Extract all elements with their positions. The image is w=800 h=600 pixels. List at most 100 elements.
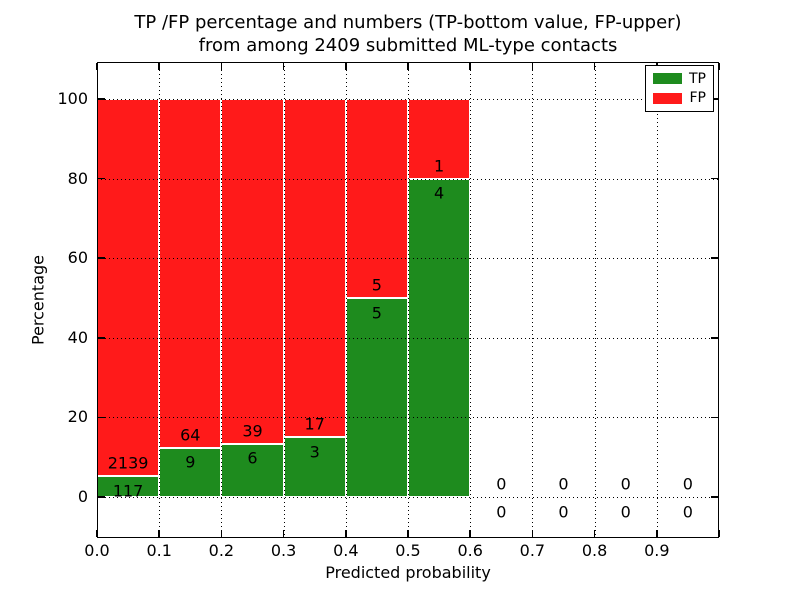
- y-tick-label: 60: [67, 248, 88, 268]
- y-tick-mark: [98, 416, 105, 419]
- fp-count-label: 2139: [107, 453, 149, 473]
- bar-segment-fp: [221, 99, 284, 444]
- x-tick-mark: [531, 63, 534, 70]
- x-tick-mark: [469, 63, 471, 70]
- tp-count-label: 9: [185, 452, 196, 472]
- x-tick-mark: [282, 530, 285, 537]
- chart-title: TP /FP percentage and numbers (TP-bottom…: [97, 11, 719, 57]
- x-tick-mark: [656, 530, 658, 537]
- x-tick-label: 0.9: [644, 541, 670, 560]
- grid-line-vertical: [345, 62, 347, 538]
- legend-label-tp: TP: [689, 70, 706, 87]
- x-tick-mark: [158, 63, 160, 70]
- bar-segment-fp: [345, 99, 408, 298]
- grid-line-vertical: [159, 62, 161, 538]
- fp-color-swatch: [653, 92, 682, 104]
- x-tick-mark: [718, 63, 720, 70]
- grid-line-vertical: [470, 62, 472, 538]
- fp-count-label: 0: [496, 474, 507, 494]
- fp-count-label: 64: [180, 425, 201, 445]
- bar-segment-fp: [283, 99, 346, 438]
- x-tick-mark: [593, 63, 596, 70]
- legend-entry-tp: TP: [653, 71, 706, 87]
- grid-line-vertical: [532, 62, 534, 538]
- y-tick-label: 80: [67, 168, 88, 188]
- y-tick-mark: [711, 416, 718, 419]
- x-tick-label: 0.5: [395, 541, 421, 560]
- grid-line-vertical: [656, 62, 658, 538]
- x-tick-label: 0.7: [519, 541, 546, 560]
- x-tick-label: 0.2: [208, 541, 235, 560]
- x-tick-mark: [469, 530, 471, 537]
- x-tick-label: 0.1: [146, 541, 172, 560]
- bar-segment-fp: [159, 99, 222, 448]
- chart-title-line2: from among 2409 submitted ML-type contac…: [198, 35, 618, 56]
- chart-title-line1: TP /FP percentage and numbers (TP-bottom…: [134, 12, 682, 33]
- y-tick-label: 100: [57, 89, 88, 108]
- y-tick-label: 0: [77, 487, 88, 506]
- x-tick-mark: [220, 530, 223, 537]
- bar-segment-fp: [97, 99, 160, 477]
- y-tick-mark: [98, 98, 105, 100]
- grid-line-horizontal: [97, 337, 719, 339]
- x-tick-label: 0.4: [333, 541, 359, 560]
- x-tick-label: 0.3: [270, 541, 297, 560]
- tp-count-label: 0: [620, 502, 631, 521]
- bar-segment-tp: [159, 447, 222, 497]
- x-tick-mark: [718, 530, 720, 537]
- x-tick-mark: [407, 530, 409, 537]
- grid-line-vertical: [221, 62, 223, 538]
- y-tick-mark: [711, 496, 718, 498]
- fp-count-label: 1: [434, 156, 445, 176]
- y-tick-mark: [98, 496, 105, 498]
- x-tick-mark: [220, 63, 223, 70]
- x-tick-label: 0.0: [84, 541, 110, 560]
- x-tick-mark: [407, 63, 409, 70]
- grid-line-horizontal: [97, 417, 719, 419]
- x-tick-mark: [158, 530, 160, 537]
- tp-count-label: 6: [247, 448, 258, 468]
- y-tick-mark: [711, 98, 718, 100]
- tp-count-label: 0: [558, 502, 569, 521]
- fp-count-label: 0: [620, 474, 631, 494]
- grid-line-horizontal: [97, 99, 719, 100]
- y-tick-mark: [98, 257, 105, 259]
- x-axis-label: Predicted probability: [325, 563, 491, 582]
- tp-count-label: 3: [309, 442, 320, 462]
- grid-line-vertical: [408, 62, 409, 538]
- x-tick-mark: [282, 63, 285, 70]
- legend-entry-fp: FP: [653, 90, 706, 106]
- fp-count-label: 39: [242, 421, 263, 441]
- tp-count-label: 4: [434, 183, 445, 203]
- tp-count-label: 117: [112, 481, 144, 501]
- grid-line-horizontal: [97, 258, 719, 260]
- tp-count-label: 0: [682, 502, 693, 521]
- y-tick-label: 40: [67, 327, 88, 347]
- legend-label-fp: FP: [689, 90, 707, 107]
- y-tick-mark: [711, 177, 718, 180]
- x-tick-mark: [531, 530, 534, 537]
- y-tick-mark: [98, 177, 105, 180]
- grid-line-vertical: [283, 62, 285, 538]
- y-tick-mark: [711, 337, 718, 339]
- y-tick-label: 20: [67, 407, 88, 427]
- x-tick-mark: [96, 530, 98, 537]
- legend: TP FP: [645, 65, 714, 112]
- tp-color-swatch: [653, 73, 682, 85]
- bar-segment-tp: [283, 437, 346, 497]
- grid-line-horizontal: [97, 497, 719, 498]
- x-tick-label: 0.6: [457, 541, 483, 560]
- x-tick-mark: [345, 530, 347, 537]
- fp-count-label: 0: [558, 474, 569, 494]
- grid-line-horizontal: [97, 178, 719, 180]
- x-tick-mark: [345, 63, 347, 70]
- fp-count-label: 0: [682, 474, 693, 494]
- bar-segment-tp: [345, 298, 408, 497]
- y-tick-mark: [711, 257, 718, 259]
- x-tick-mark: [96, 63, 98, 70]
- y-tick-mark: [98, 337, 105, 339]
- fp-count-label: 5: [371, 275, 382, 295]
- fp-count-label: 17: [304, 414, 325, 434]
- tp-count-label: 5: [371, 303, 382, 322]
